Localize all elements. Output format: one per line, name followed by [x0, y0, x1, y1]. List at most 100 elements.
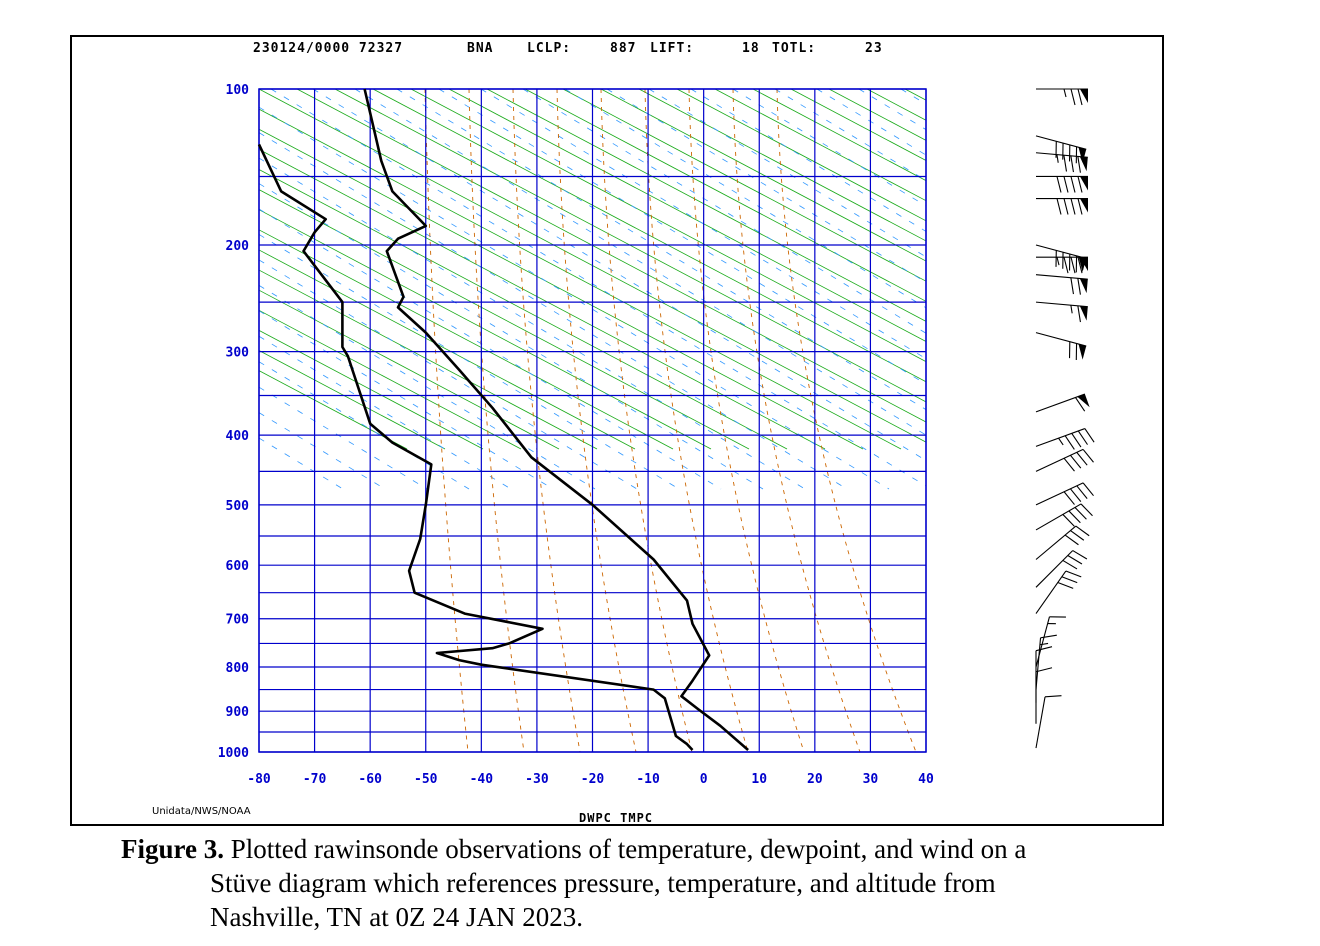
wind-barb-full [1067, 555, 1083, 565]
wind-barb-full [1070, 155, 1075, 173]
x-tick-label: -20 [581, 772, 605, 787]
mixing-ratio-line [258, 132, 848, 490]
wind-barb-full [1063, 257, 1069, 274]
wind-barb-staff [1035, 152, 1088, 158]
wind-barb-full [1062, 559, 1078, 570]
mixing-ratio-line [690, 88, 927, 232]
wind-barb-staff [1035, 448, 1084, 472]
wind-barb-staff [1035, 637, 1042, 690]
mixing-ratio-line [606, 88, 927, 283]
wind-barb [1035, 503, 1093, 531]
wind-barb-half [1063, 88, 1067, 98]
wind-barb-full [1035, 646, 1053, 652]
dry-adiabat-line [258, 108, 902, 450]
dry-adiabat-line [258, 289, 560, 450]
x-tick-label: 0 [700, 772, 708, 787]
header-totl-label: TOTL: [772, 41, 817, 56]
moist-adiabat-line [556, 88, 637, 753]
wind-barb-flag [1080, 198, 1088, 213]
wind-barb-full [1070, 88, 1076, 106]
dry-adiabat-line [410, 88, 927, 363]
wind-barb-staff [1035, 550, 1074, 588]
wind-barb-staff [1035, 503, 1082, 531]
wind-barb-staff [1035, 393, 1086, 413]
mixing-ratio-line [900, 88, 927, 105]
wind-barb [1035, 525, 1090, 560]
wind-barb-flag [1079, 278, 1088, 294]
wind-barb [1035, 550, 1088, 588]
wind-barb-full [1068, 510, 1081, 524]
mixing-ratio-line [648, 88, 927, 258]
x-tick-label: -10 [636, 772, 660, 787]
wind-barb-staff [1035, 696, 1046, 749]
dry-adiabat-line [790, 88, 927, 161]
dry-adiabat-line [524, 88, 927, 302]
y-tick-label: 300 [226, 346, 250, 361]
wind-barb-full [1062, 514, 1075, 527]
dry-adiabat-line [828, 88, 927, 141]
wind-barb-flag [1077, 394, 1090, 408]
y-tick-label: 400 [226, 429, 250, 444]
dry-adiabat-line [258, 209, 712, 450]
wind-barb [1036, 197, 1088, 215]
dry-adiabat-line [372, 88, 927, 383]
y-axis-labels: 100 200 300 400 500 600 700 800 900 1000 [218, 83, 249, 761]
y-tick-label: 600 [226, 559, 250, 574]
background-lines [258, 88, 927, 753]
x-tick-label: -60 [358, 772, 382, 787]
mixing-ratio-line [564, 88, 927, 309]
wind-barb-staff [1035, 525, 1077, 560]
dry-adiabat-line [866, 88, 927, 121]
wind-barbs [1035, 88, 1095, 749]
wind-barb-full [1077, 88, 1083, 106]
wind-barb-full [1044, 695, 1062, 698]
wind-barb-full [1070, 198, 1076, 215]
mixing-ratio-line [258, 412, 386, 490]
wind-barb-full [1063, 198, 1069, 215]
dry-adiabat-line [448, 88, 927, 342]
y-tick-label: 500 [226, 499, 250, 514]
wind-barb-full [1077, 198, 1083, 215]
wind-barb-staff [1035, 332, 1087, 347]
y-tick-label: 1000 [218, 746, 249, 761]
wind-barb-full [1065, 570, 1082, 578]
wind-barb-full [1076, 485, 1088, 499]
wind-barb-staff [1035, 135, 1087, 150]
dry-adiabat-line [562, 88, 927, 282]
wind-barb-full [1077, 176, 1083, 193]
moist-adiabat-line [600, 88, 693, 753]
wind-barb-full [1084, 428, 1095, 443]
wind-barb-full [1077, 156, 1081, 173]
wind-barb-half [1058, 437, 1064, 446]
wind-barb [1036, 256, 1088, 274]
chart-frame [70, 35, 1164, 826]
dry-adiabat-line [258, 189, 750, 450]
header-totl-value: 23 [865, 41, 883, 56]
wind-barb-full [1056, 176, 1062, 193]
wind-barb-staff [1035, 570, 1067, 614]
header-datetime-station: 230124/0000 72327 [253, 41, 404, 56]
dry-adiabat-line [258, 148, 826, 450]
mixing-ratio-line [312, 88, 927, 461]
x-tick-label: -40 [470, 772, 494, 787]
wind-barb-full [1064, 534, 1079, 546]
mixing-ratio-line [258, 106, 890, 490]
dry-adiabat-line [600, 88, 927, 262]
x-tick-label: 40 [918, 772, 934, 787]
wind-barb-full [1077, 430, 1088, 445]
wind-barb [1035, 274, 1088, 295]
wind-barb-flag [1079, 156, 1088, 172]
x-axis-labels: -80 -70 -60 -50 -40 -30 -20 -10 0 10 20 30 40 [247, 772, 934, 787]
wind-barb-full [1063, 491, 1075, 505]
header-lclp-label: LCLP: [527, 41, 572, 56]
x-tick-label: 20 [807, 772, 823, 787]
y-tick-label: 700 [226, 613, 250, 628]
wind-barb [1035, 428, 1095, 450]
dry-adiabat-line [296, 88, 927, 423]
wind-barb-flag [1080, 257, 1088, 272]
header-lift-label: LIFT: [650, 41, 695, 56]
x-axis-title: DWPC TMPC [579, 811, 654, 825]
wind-barb-flag [1080, 89, 1088, 103]
wind-barb-full [1080, 503, 1093, 517]
wind-barb-flag [1078, 343, 1087, 360]
